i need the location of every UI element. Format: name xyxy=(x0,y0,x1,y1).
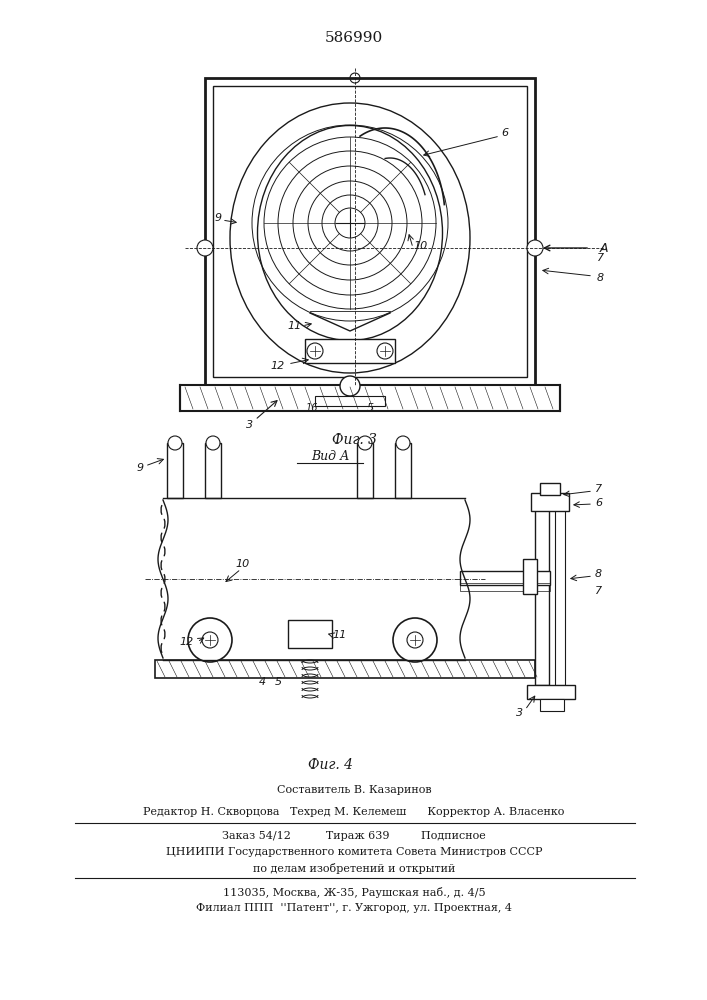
Circle shape xyxy=(377,343,393,359)
Text: Составитель В. Казаринов: Составитель В. Казаринов xyxy=(276,785,431,795)
Text: 10: 10 xyxy=(413,241,427,251)
Text: 9: 9 xyxy=(136,463,144,473)
Circle shape xyxy=(206,436,220,450)
Text: 5: 5 xyxy=(274,677,281,687)
Text: Филиал ППП  ''Патент'', г. Ужгород, ул. Проектная, 4: Филиал ППП ''Патент'', г. Ужгород, ул. П… xyxy=(196,903,512,913)
Text: ЦНИИПИ Государственного комитета Совета Министров СССР: ЦНИИПИ Государственного комитета Совета … xyxy=(165,847,542,857)
Bar xyxy=(555,508,565,685)
Bar xyxy=(288,620,332,648)
Text: 586990: 586990 xyxy=(325,31,383,45)
Text: Вид А: Вид А xyxy=(311,450,349,462)
Text: Фиг. 3: Фиг. 3 xyxy=(332,433,378,447)
Circle shape xyxy=(340,376,360,396)
Text: Заказ 54/12          Тираж 639         Подписное: Заказ 54/12 Тираж 639 Подписное xyxy=(222,831,486,841)
Circle shape xyxy=(202,632,218,648)
Bar xyxy=(305,339,395,363)
Text: 16: 16 xyxy=(305,403,318,413)
Bar xyxy=(535,508,549,685)
Bar xyxy=(531,493,569,511)
Circle shape xyxy=(168,436,182,450)
Text: 8: 8 xyxy=(595,569,602,579)
Bar xyxy=(527,685,575,699)
Circle shape xyxy=(188,618,232,662)
Text: по делам изобретений и открытий: по делам изобретений и открытий xyxy=(253,862,455,874)
Text: 7: 7 xyxy=(595,484,602,494)
Circle shape xyxy=(527,240,543,256)
Text: 6: 6 xyxy=(501,128,508,138)
Text: 12: 12 xyxy=(180,637,194,647)
Circle shape xyxy=(407,632,423,648)
Bar xyxy=(540,699,564,711)
Text: 3: 3 xyxy=(247,420,254,430)
Bar xyxy=(155,660,535,678)
Text: 10: 10 xyxy=(236,559,250,569)
Text: 113035, Москва, Ж-35, Раушская наб., д. 4/5: 113035, Москва, Ж-35, Раушская наб., д. … xyxy=(223,886,485,898)
Text: 5: 5 xyxy=(366,403,373,413)
Bar xyxy=(460,571,550,585)
Bar xyxy=(357,443,373,498)
Bar xyxy=(460,583,550,591)
Bar xyxy=(540,483,560,495)
Text: 11: 11 xyxy=(288,321,302,331)
Circle shape xyxy=(396,436,410,450)
Bar xyxy=(315,396,385,406)
Circle shape xyxy=(393,618,437,662)
Bar xyxy=(395,443,411,498)
Text: Редактор Н. Скворцова   Техред М. Келемеш      Корректор А. Власенко: Редактор Н. Скворцова Техред М. Келемеш … xyxy=(144,807,565,817)
Text: А: А xyxy=(600,241,609,254)
Bar xyxy=(205,443,221,498)
Text: 7: 7 xyxy=(595,586,602,596)
Text: 12: 12 xyxy=(271,361,285,371)
Text: 8: 8 xyxy=(597,273,604,283)
Circle shape xyxy=(358,436,372,450)
Bar xyxy=(213,86,527,377)
Bar xyxy=(167,443,183,498)
Text: 3: 3 xyxy=(516,708,524,718)
Text: 11: 11 xyxy=(333,630,347,640)
Text: 4: 4 xyxy=(259,677,266,687)
Text: Фиг. 4: Фиг. 4 xyxy=(308,758,353,772)
Bar xyxy=(180,385,560,411)
Text: 9: 9 xyxy=(214,213,221,223)
Text: 7: 7 xyxy=(597,253,604,263)
Circle shape xyxy=(197,240,213,256)
Bar xyxy=(205,78,535,385)
Bar xyxy=(523,559,537,594)
Circle shape xyxy=(307,343,323,359)
Text: 6: 6 xyxy=(595,498,602,508)
